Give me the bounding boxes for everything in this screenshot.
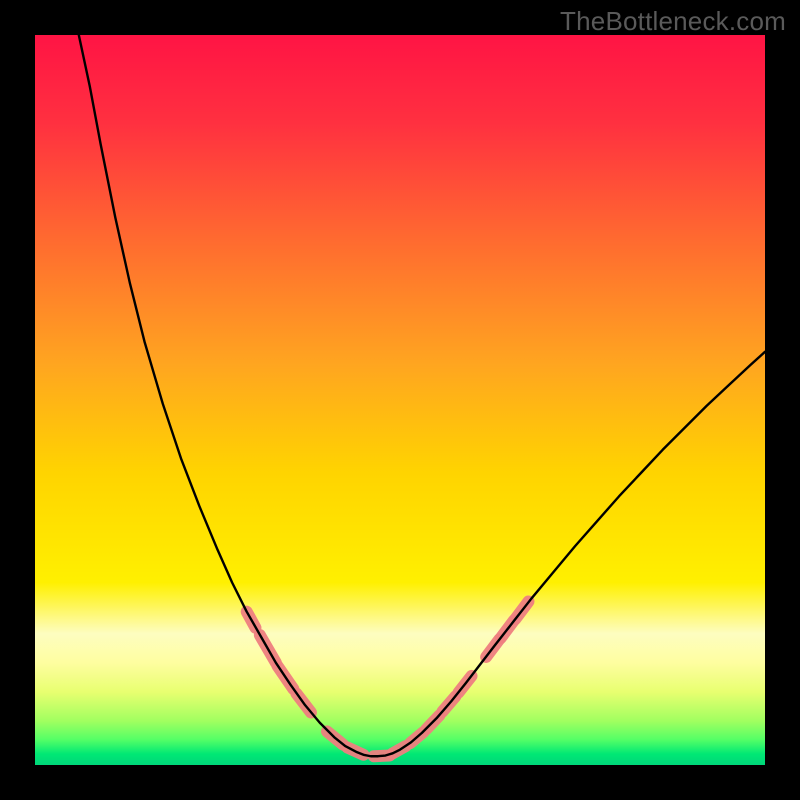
watermark-text: TheBottleneck.com — [560, 6, 786, 37]
plot-background — [35, 35, 765, 765]
bottleneck-curve-chart — [0, 0, 800, 800]
chart-container: TheBottleneck.com — [0, 0, 800, 800]
